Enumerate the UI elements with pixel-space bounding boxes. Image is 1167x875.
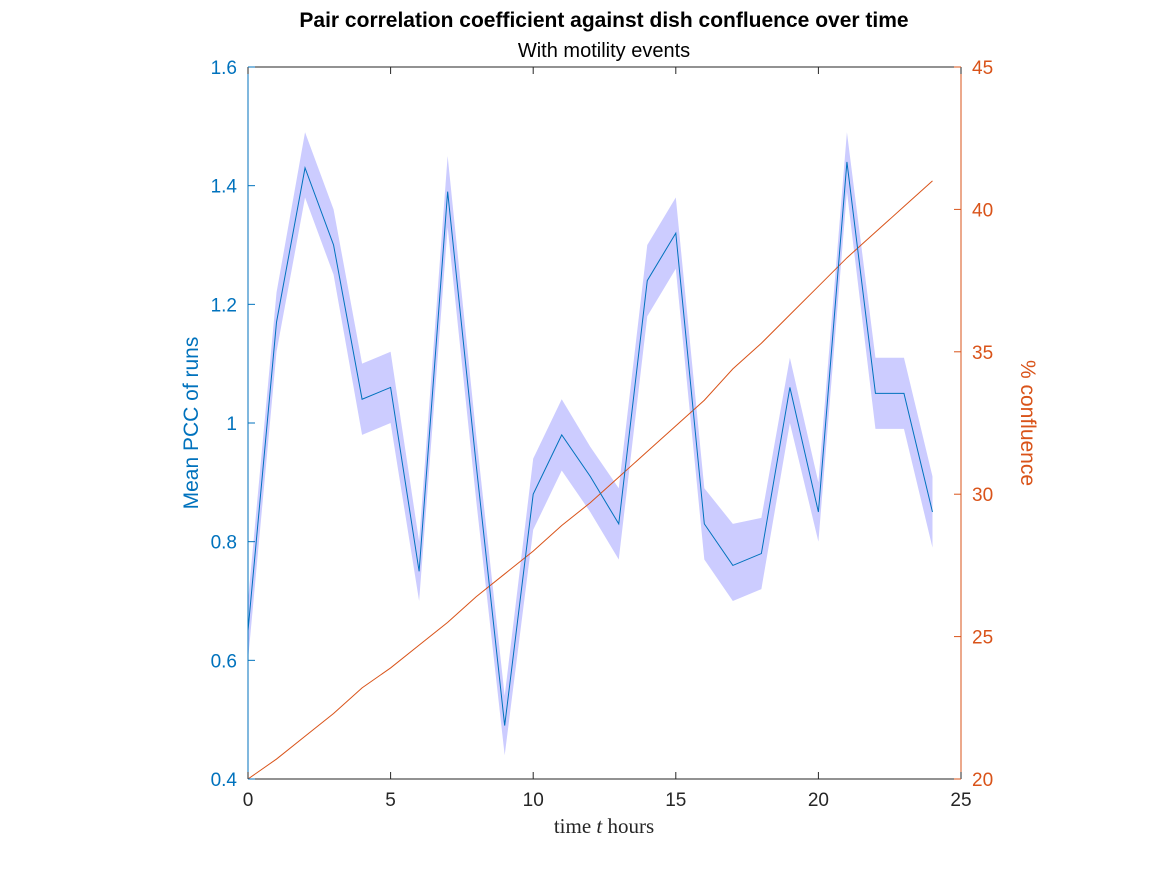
y-tick-left-label: 1	[226, 414, 237, 435]
axes	[247, 66, 962, 780]
confluence-point	[446, 621, 449, 624]
confluence-point	[931, 179, 934, 182]
y-tick-right-label: 20	[972, 770, 993, 791]
pcc-point	[361, 398, 364, 401]
pcc-point	[646, 279, 649, 282]
y-tick-left-label: 1.2	[211, 295, 237, 316]
x-tick-label: 0	[243, 790, 254, 811]
y-tick-left-label: 1.6	[211, 58, 237, 79]
x-tick-label: 15	[665, 790, 686, 811]
confluence-point	[845, 256, 848, 259]
pcc-point	[902, 392, 905, 395]
x-tick-label: 10	[523, 790, 544, 811]
pcc-point	[817, 511, 820, 514]
confluence-point	[532, 550, 535, 553]
confluence-point	[874, 231, 877, 234]
x-tick-label: 5	[385, 790, 396, 811]
confluence-point	[475, 595, 478, 598]
pcc-point	[731, 564, 734, 567]
pcc-point	[617, 522, 620, 525]
ticks: 0 5 10 15 20 250.40.60.811.21.41.620253035404…	[211, 58, 994, 811]
pcc-point	[332, 244, 335, 247]
confluence-point	[332, 712, 335, 715]
pcc-point	[503, 724, 506, 727]
confluence-point	[361, 686, 364, 689]
pcc-point	[275, 321, 278, 324]
confluence-point	[389, 666, 392, 669]
y-axis-left-label: Mean PCC of runs	[180, 337, 203, 510]
confluence-point	[560, 524, 563, 527]
chart-title: Pair correlation coefficient against dis…	[299, 9, 908, 32]
confluence-point	[760, 342, 763, 345]
pcc-point	[845, 160, 848, 163]
confluence-point	[646, 450, 649, 453]
confluence-point	[703, 399, 706, 402]
confluence-point	[304, 735, 307, 738]
confluence-point	[418, 644, 421, 647]
confluence-point	[674, 424, 677, 427]
pcc-point	[703, 522, 706, 525]
pcc-point	[760, 552, 763, 555]
confluence-point	[731, 367, 734, 370]
confluence-point	[589, 501, 592, 504]
confluence-point	[503, 572, 506, 575]
pcc-point	[674, 232, 677, 235]
chart-subtitle: With motility events	[518, 40, 690, 62]
y-axis-right-label: % confluence	[1016, 360, 1039, 486]
pcc-point	[475, 463, 478, 466]
confluence-point	[788, 313, 791, 316]
confluence-point	[902, 205, 905, 208]
confluence-line	[247, 180, 933, 780]
confluence-point	[817, 285, 820, 288]
x-tick-label: 25	[950, 790, 971, 811]
y-tick-left-label: 0.6	[211, 651, 237, 672]
pcc-mean-line	[247, 161, 933, 726]
confluence-point	[275, 758, 278, 761]
pcc-point	[589, 475, 592, 478]
y-tick-right-label: 35	[972, 343, 993, 364]
pcc-point	[931, 511, 934, 514]
pcc-point	[418, 570, 421, 573]
pcc-point	[304, 166, 307, 169]
y-tick-right-label: 25	[972, 628, 993, 649]
y-tick-left-label: 0.8	[211, 533, 237, 554]
y-tick-right-label: 30	[972, 485, 993, 506]
confluence-point	[617, 476, 620, 479]
plot-area	[247, 132, 934, 780]
pcc-point	[874, 392, 877, 395]
pcc-point	[446, 190, 449, 193]
pcc-point	[788, 386, 791, 389]
y-tick-right-label: 40	[972, 200, 993, 221]
pcc-point	[389, 386, 392, 389]
y-tick-left-label: 0.4	[211, 770, 238, 791]
pcc-point	[560, 433, 563, 436]
x-tick-label: 20	[808, 790, 829, 811]
pcc-point	[532, 493, 535, 496]
y-tick-right-label: 45	[972, 58, 993, 79]
pcc-confidence-band	[248, 132, 933, 756]
x-axis-label: time t hours	[554, 814, 654, 838]
y-tick-left-label: 1.4	[211, 177, 238, 198]
